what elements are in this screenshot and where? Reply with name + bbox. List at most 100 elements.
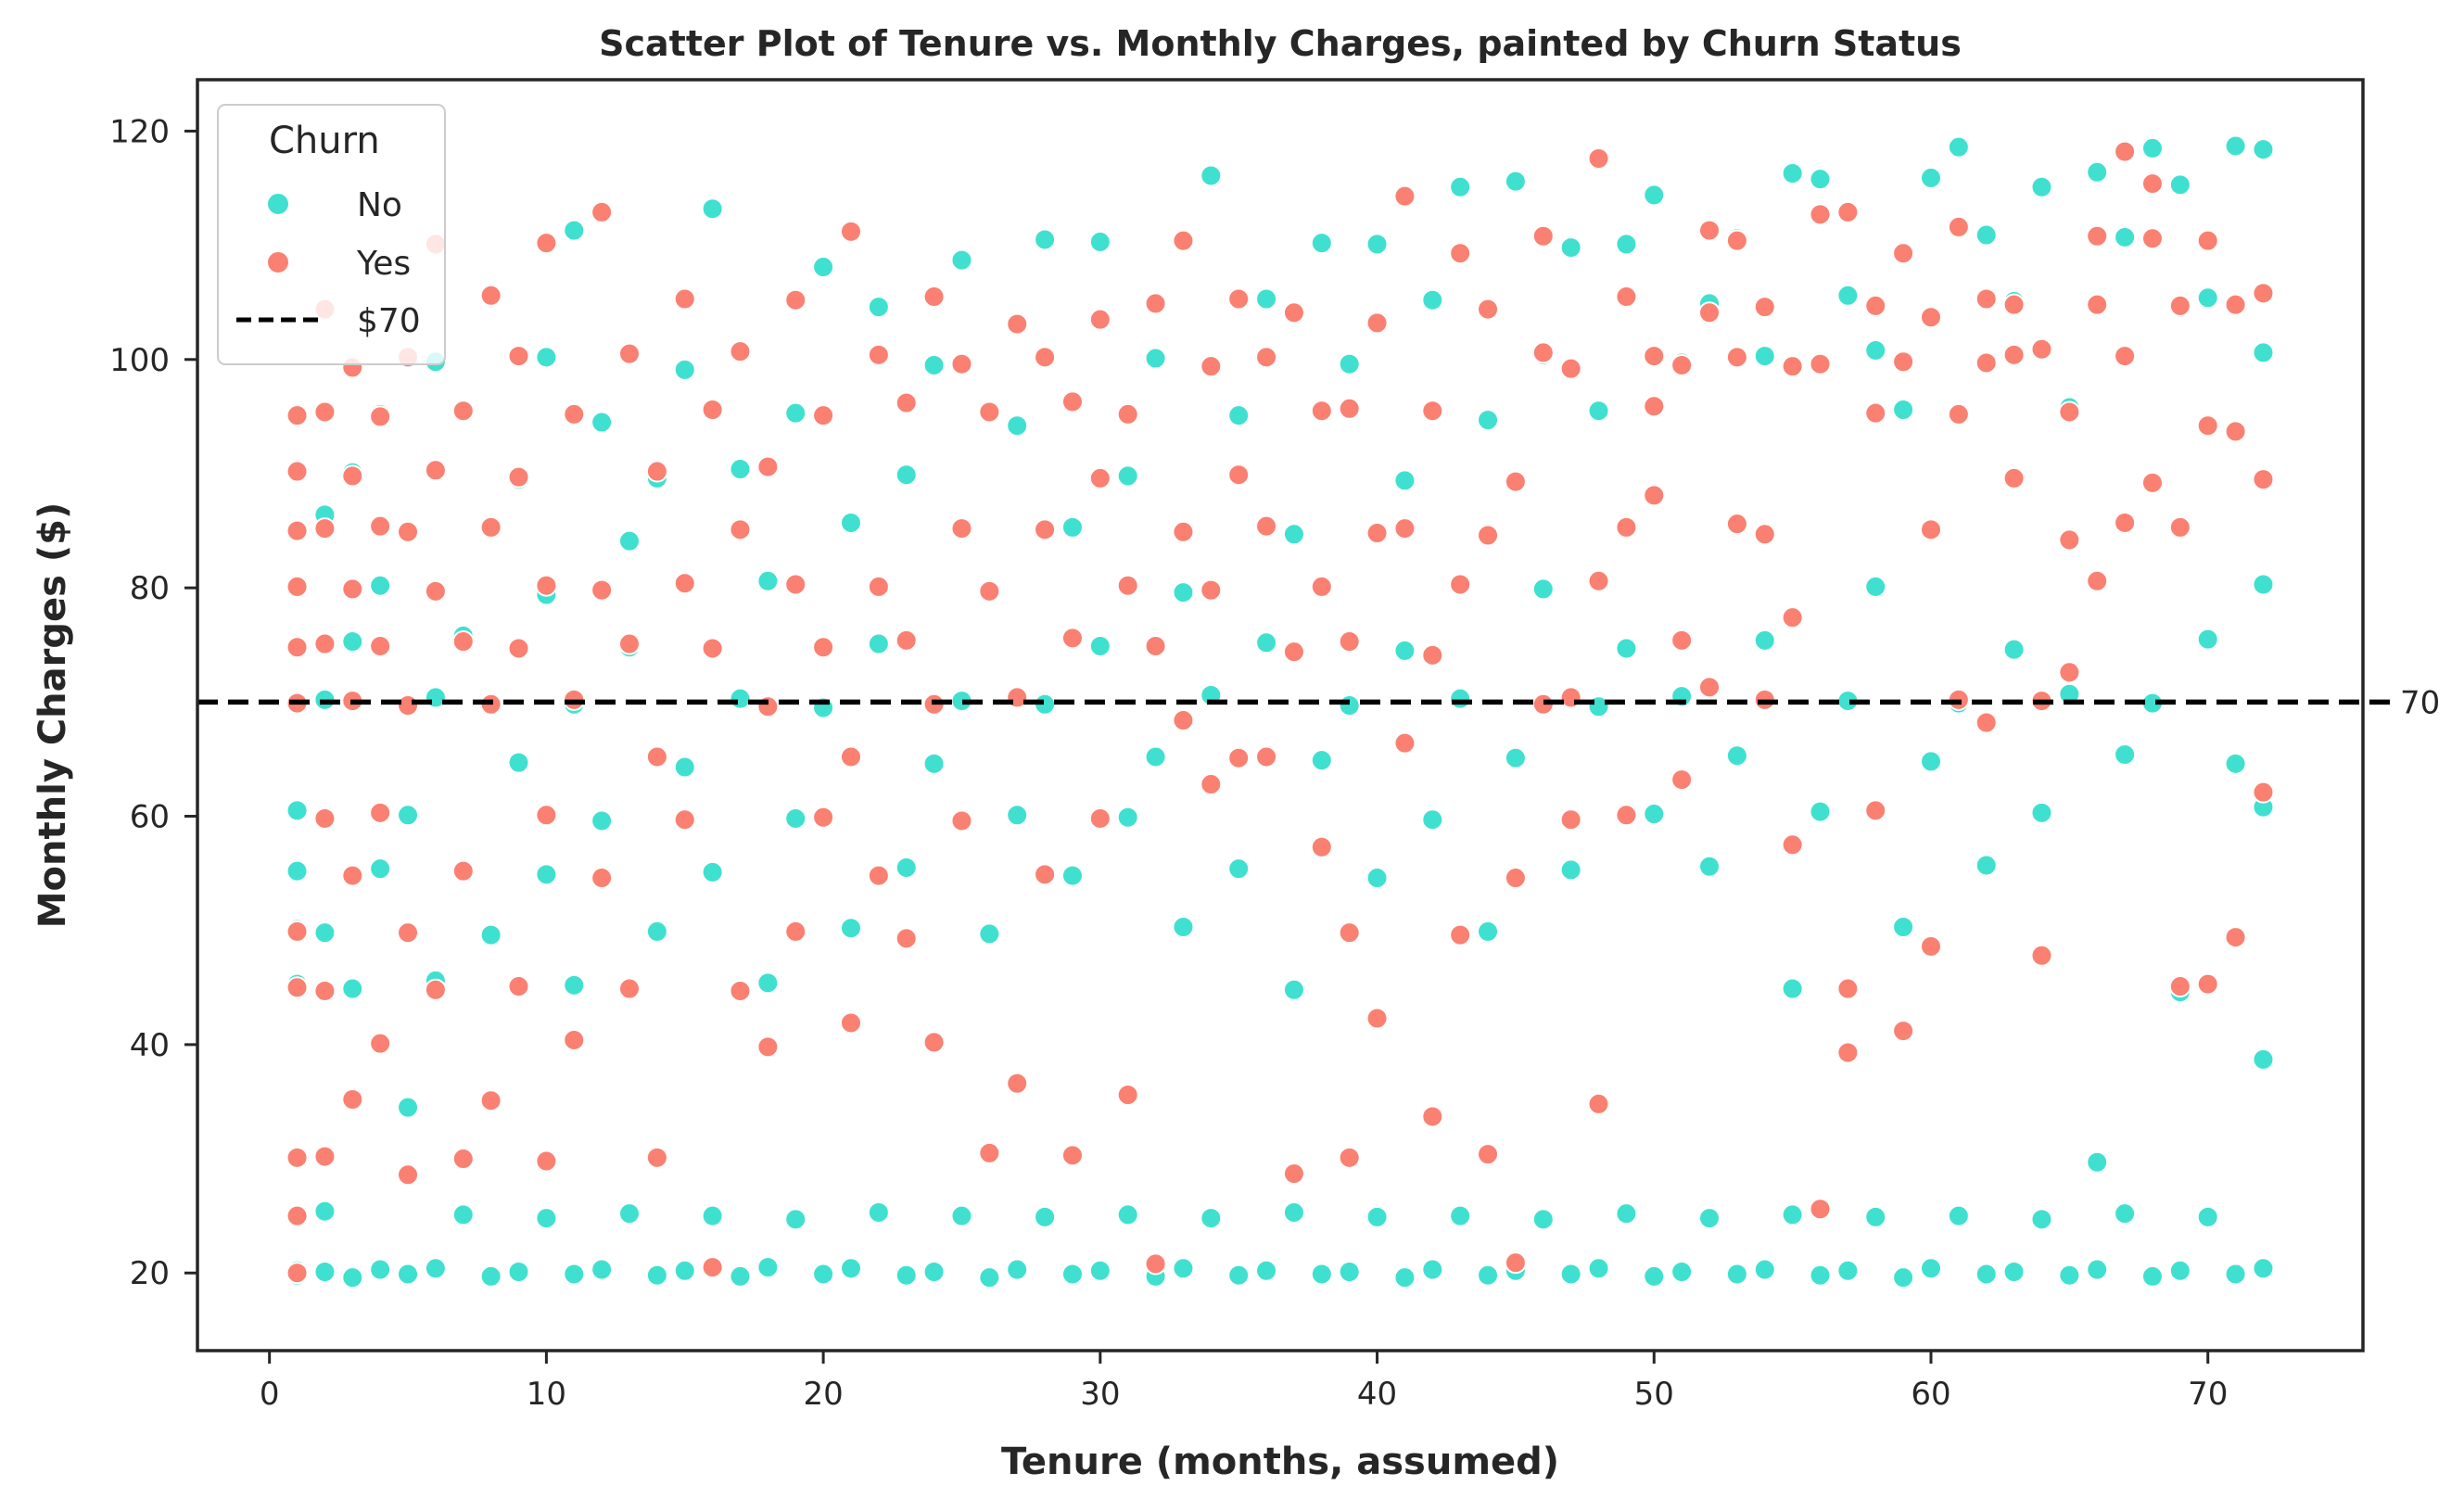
- data-point-no: [2030, 1208, 2053, 1231]
- data-point-yes: [2196, 414, 2219, 438]
- data-point-yes: [2140, 471, 2164, 494]
- data-point-no: [1255, 1259, 1278, 1282]
- data-point-yes: [1227, 463, 1251, 487]
- data-point-yes: [895, 927, 918, 950]
- data-point-no: [535, 1207, 558, 1230]
- data-point-yes: [1504, 1251, 1527, 1275]
- data-point-no: [839, 1257, 862, 1280]
- data-point-yes: [1919, 934, 1942, 958]
- data-point-no: [839, 511, 862, 534]
- data-point-no: [1809, 800, 1832, 823]
- data-point-no: [922, 353, 946, 376]
- data-point-yes: [673, 572, 696, 595]
- data-point-no: [1587, 1257, 1610, 1280]
- data-point-yes: [1421, 400, 1444, 423]
- y-tick-label: 100: [109, 342, 170, 379]
- data-point-yes: [784, 573, 807, 596]
- data-point-no: [1034, 228, 1057, 251]
- data-point-yes: [978, 1141, 1001, 1164]
- data-point-no: [1698, 1207, 1721, 1230]
- data-point-no: [618, 1202, 641, 1225]
- data-point-no: [2030, 175, 2053, 198]
- data-point-no: [1809, 168, 1832, 191]
- data-point-no: [978, 922, 1001, 946]
- data-point-yes: [1200, 578, 1223, 602]
- data-point-yes: [729, 518, 752, 541]
- data-point-no: [978, 1266, 1001, 1289]
- data-point-no: [1670, 1261, 1694, 1284]
- data-point-yes: [1643, 345, 1666, 368]
- x-axis-label: Tenure (months, assumed): [1001, 1441, 1559, 1483]
- data-point-no: [2030, 801, 2053, 824]
- data-point-no: [535, 346, 558, 369]
- data-point-no: [341, 630, 364, 654]
- data-point-no: [1615, 1202, 1638, 1225]
- data-point-yes: [1975, 287, 1998, 311]
- data-point-no: [673, 1259, 696, 1282]
- data-point-no: [1282, 978, 1305, 1001]
- data-point-no: [1892, 398, 1915, 421]
- data-point-yes: [2140, 172, 2164, 196]
- data-point-no: [397, 1263, 420, 1286]
- data-point-no: [1975, 223, 1998, 247]
- data-point-yes: [1643, 395, 1666, 418]
- data-point-no: [1061, 864, 1084, 887]
- data-point-yes: [1809, 1198, 1832, 1221]
- data-point-no: [397, 804, 420, 827]
- data-point-no: [2196, 286, 2219, 310]
- data-point-no: [591, 411, 614, 434]
- data-point-yes: [618, 632, 641, 655]
- data-point-yes: [1365, 311, 1389, 335]
- data-point-no: [1643, 184, 1666, 207]
- data-point-no: [701, 197, 724, 221]
- reference-line-axis-label: 70: [2400, 684, 2440, 721]
- x-ticks: 0 10 20 30 40 50 60 70: [260, 1351, 2228, 1413]
- data-point-no: [507, 1261, 530, 1284]
- data-point-no: [1088, 1259, 1111, 1282]
- data-point-yes: [2224, 926, 2247, 949]
- data-point-yes: [1531, 341, 1555, 364]
- data-point-yes: [2030, 944, 2053, 967]
- data-point-yes: [591, 578, 614, 602]
- data-point-yes: [286, 976, 309, 999]
- data-point-no: [1393, 469, 1416, 492]
- data-point-no: [2224, 1263, 2247, 1286]
- data-point-yes: [507, 345, 530, 368]
- data-point-yes: [784, 920, 807, 943]
- data-point-yes: [1643, 484, 1666, 507]
- data-point-yes: [1393, 517, 1416, 540]
- data-point-no: [1643, 803, 1666, 826]
- data-point-no: [1116, 1203, 1139, 1226]
- data-point-yes: [1034, 346, 1057, 369]
- data-point-no: [645, 1263, 668, 1287]
- data-point-yes: [1449, 242, 1472, 265]
- data-point-yes: [1698, 219, 1721, 242]
- data-point-yes: [1088, 308, 1111, 331]
- data-point-yes: [397, 1163, 420, 1187]
- data-point-yes: [1172, 520, 1195, 543]
- data-point-yes: [286, 404, 309, 427]
- data-point-no: [1255, 287, 1278, 311]
- data-point-yes: [1338, 630, 1361, 654]
- data-point-no: [1587, 695, 1610, 718]
- data-point-yes: [645, 460, 668, 483]
- data-point-yes: [369, 634, 392, 657]
- data-point-no: [1864, 1205, 1887, 1228]
- data-point-yes: [1477, 298, 1500, 321]
- data-point-no: [922, 1261, 946, 1284]
- data-point-no: [424, 686, 447, 709]
- data-point-yes: [313, 979, 337, 1002]
- data-point-no: [507, 751, 530, 774]
- data-point-no: [867, 632, 890, 655]
- data-point-no: [1477, 920, 1500, 943]
- data-point-yes: [591, 200, 614, 223]
- data-point-no: [313, 1261, 337, 1284]
- data-point-yes: [1559, 808, 1582, 832]
- legend-box: [217, 104, 446, 365]
- data-point-no: [1227, 857, 1251, 881]
- data-point-yes: [1615, 515, 1638, 539]
- data-point-no: [1365, 233, 1389, 256]
- data-point-no: [286, 799, 309, 822]
- data-point-yes: [2058, 661, 2081, 684]
